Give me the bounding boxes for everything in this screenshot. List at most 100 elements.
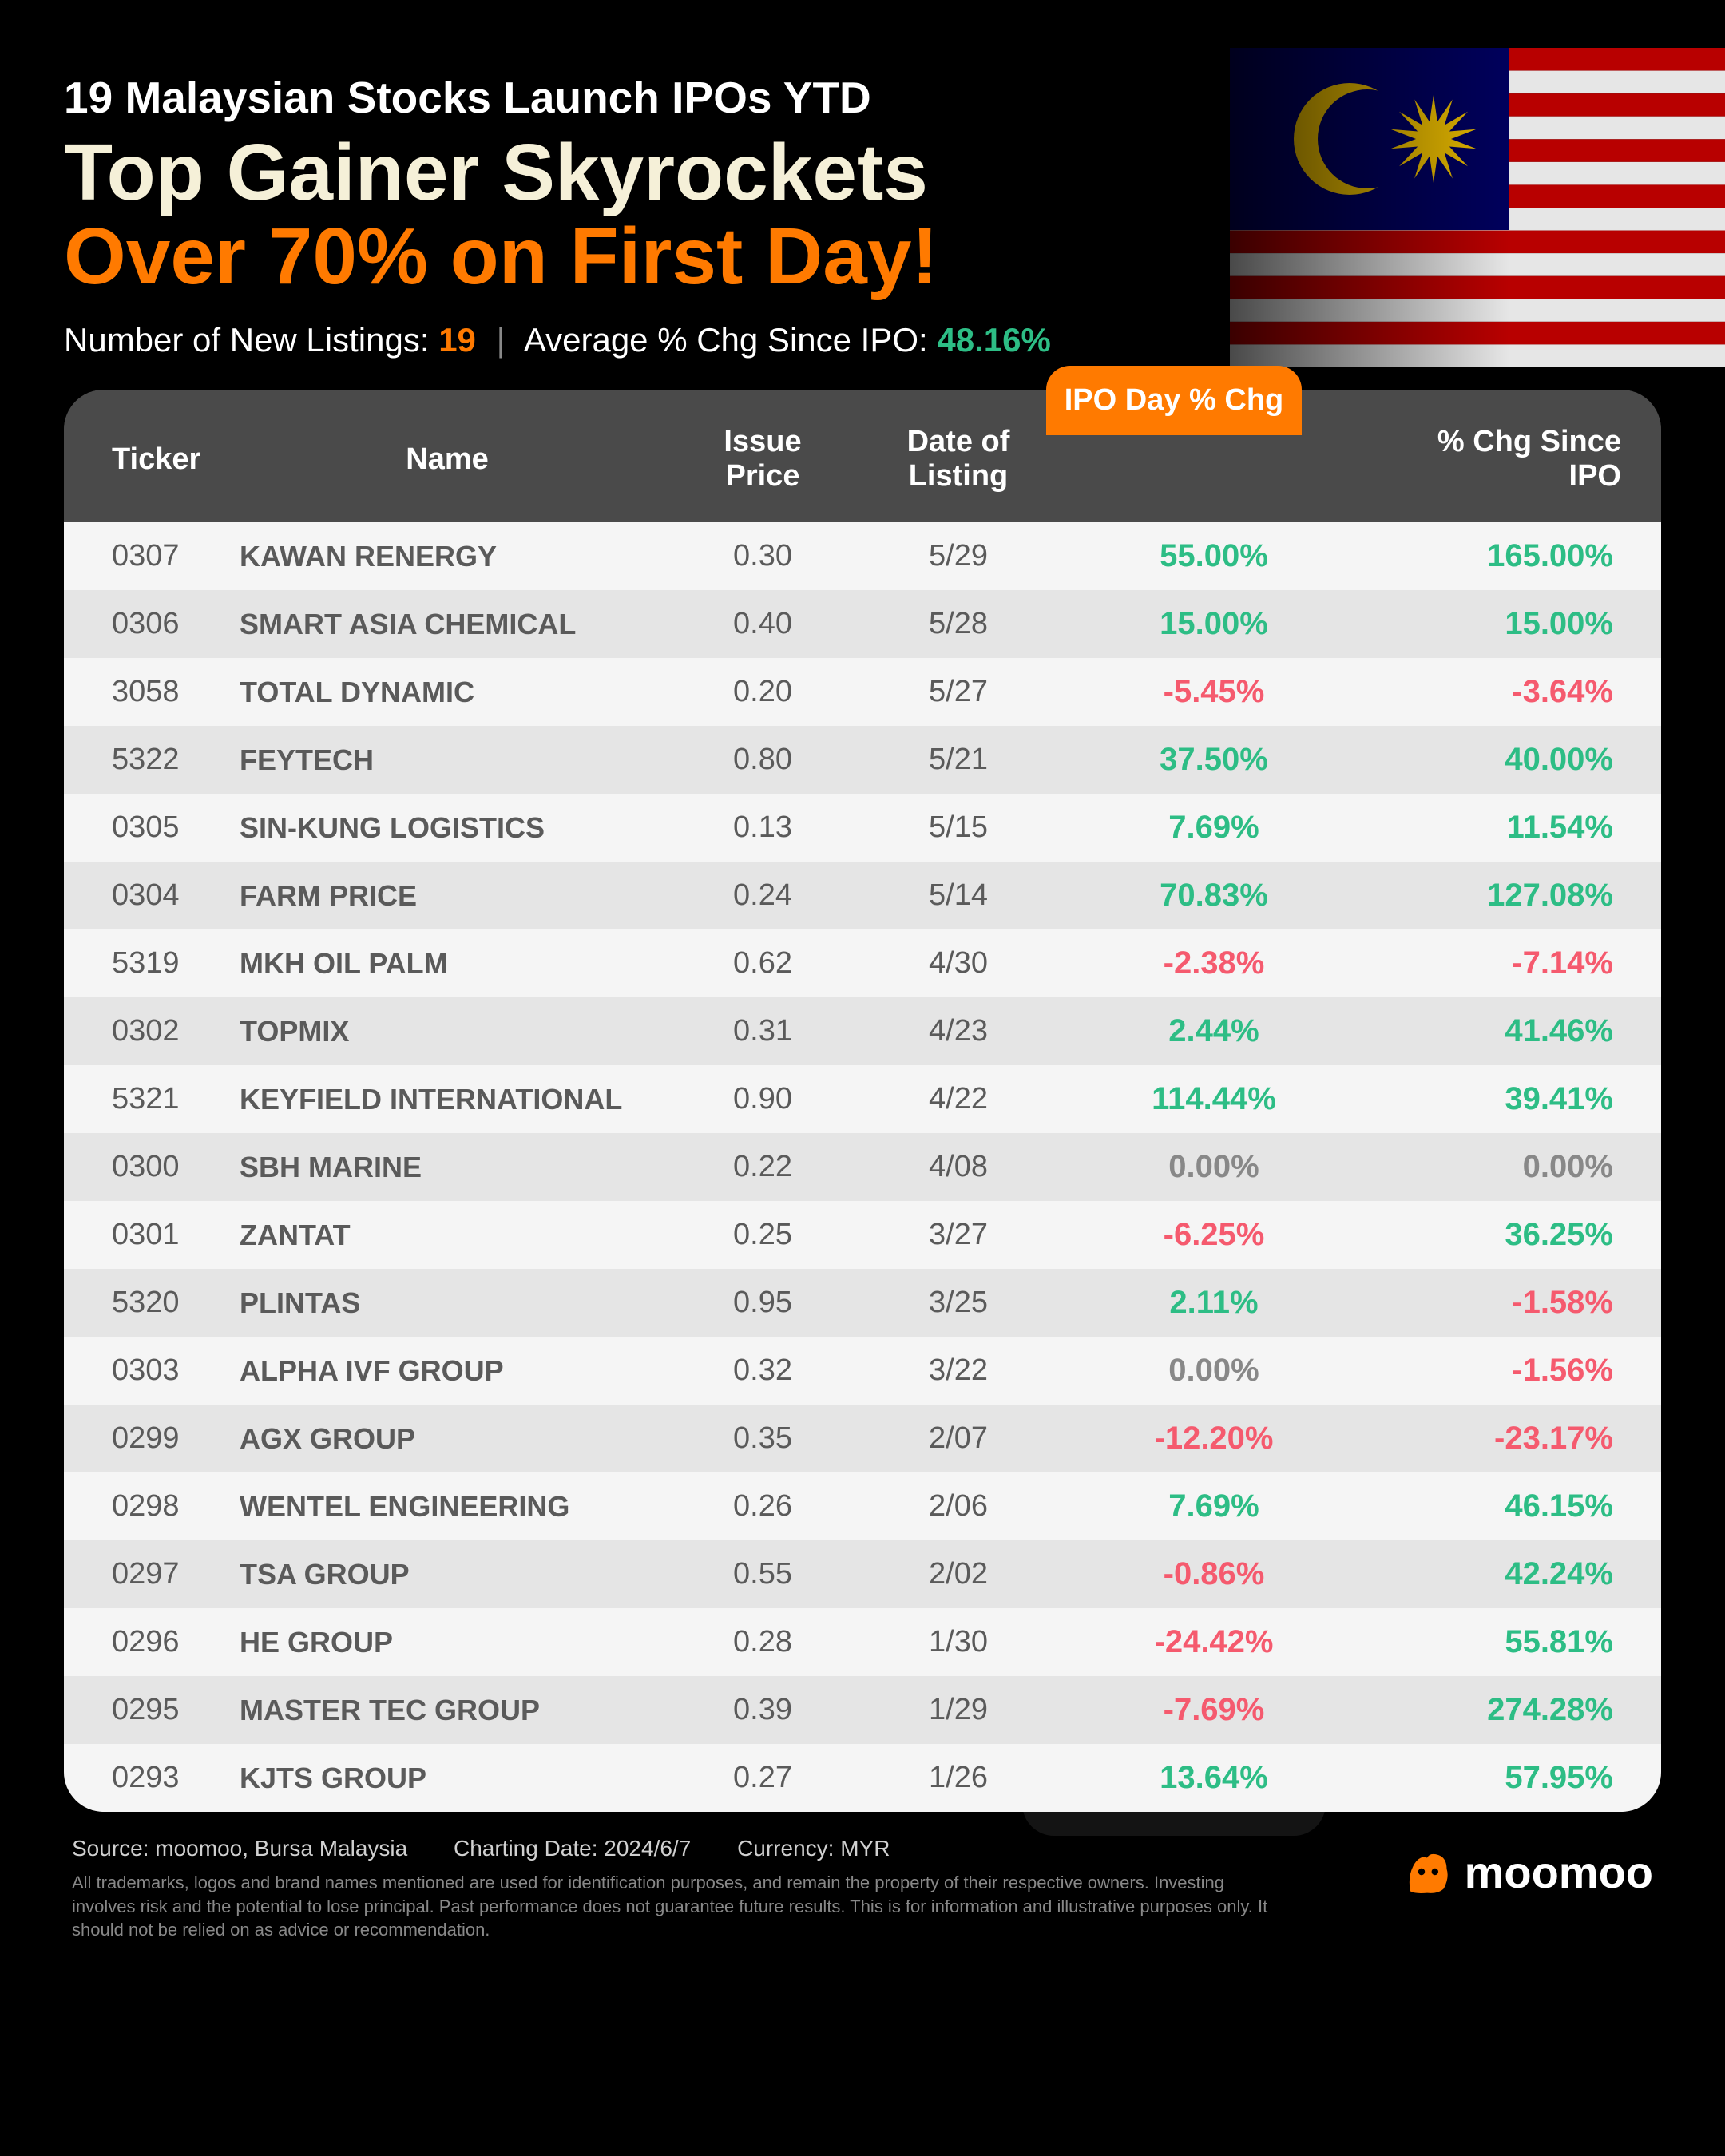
cell-name: TOPMIX <box>224 997 671 1065</box>
stats-label-listings: Number of New Listings: <box>64 321 430 359</box>
footer: Source: moomoo, Bursa Malaysia Charting … <box>64 1836 1661 1942</box>
cell-date: 1/29 <box>855 1676 1062 1744</box>
col-date: Date of Listing <box>855 390 1062 522</box>
cell-price: 0.90 <box>671 1065 855 1133</box>
cell-date: 2/07 <box>855 1405 1062 1472</box>
cell-ticker: 0305 <box>64 794 224 862</box>
cell-date: 3/27 <box>855 1201 1062 1269</box>
cell-name: KAWAN RENERGY <box>224 522 671 590</box>
cell-ticker: 5319 <box>64 929 224 997</box>
cell-date: 5/15 <box>855 794 1062 862</box>
cell-price: 0.39 <box>671 1676 855 1744</box>
cell-ipo-chg: 7.69% <box>1062 1472 1366 1540</box>
stats-divider: | <box>497 321 506 359</box>
cell-price: 0.40 <box>671 590 855 658</box>
cell-ipo-chg: 13.64% <box>1062 1744 1366 1812</box>
highlight-label: IPO Day % Chg <box>1065 383 1284 417</box>
table-row: 0295MASTER TEC GROUP0.391/29-7.69%274.28… <box>64 1676 1661 1744</box>
cell-ipo-chg: -6.25% <box>1062 1201 1366 1269</box>
table-row: 0293KJTS GROUP0.271/2613.64%57.95% <box>64 1744 1661 1812</box>
stats-value-avg: 48.16% <box>937 321 1050 359</box>
cell-price: 0.35 <box>671 1405 855 1472</box>
cell-date: 4/08 <box>855 1133 1062 1201</box>
cell-date: 5/21 <box>855 726 1062 794</box>
stats-label-avg: Average % Chg Since IPO: <box>524 321 928 359</box>
cell-date: 1/26 <box>855 1744 1062 1812</box>
stats-value-listings: 19 <box>438 321 476 359</box>
cell-ticker: 0302 <box>64 997 224 1065</box>
cell-date: 4/22 <box>855 1065 1062 1133</box>
cell-since-chg: 39.41% <box>1366 1065 1661 1133</box>
cell-ipo-chg: -7.69% <box>1062 1676 1366 1744</box>
cell-since-chg: 57.95% <box>1366 1744 1661 1812</box>
table-row: 0304FARM PRICE0.245/1470.83%127.08% <box>64 862 1661 929</box>
cell-ticker: 5322 <box>64 726 224 794</box>
cell-since-chg: 46.15% <box>1366 1472 1661 1540</box>
cell-name: AGX GROUP <box>224 1405 671 1472</box>
cell-name: MASTER TEC GROUP <box>224 1676 671 1744</box>
cell-price: 0.80 <box>671 726 855 794</box>
cell-ticker: 0298 <box>64 1472 224 1540</box>
cell-ticker: 0301 <box>64 1201 224 1269</box>
cell-name: HE GROUP <box>224 1608 671 1676</box>
cell-date: 3/25 <box>855 1269 1062 1337</box>
cell-ticker: 0306 <box>64 590 224 658</box>
table-row: 0306SMART ASIA CHEMICAL0.405/2815.00%15.… <box>64 590 1661 658</box>
cell-ticker: 0299 <box>64 1405 224 1472</box>
cell-since-chg: 36.25% <box>1366 1201 1661 1269</box>
cell-name: ZANTAT <box>224 1201 671 1269</box>
cell-date: 3/22 <box>855 1337 1062 1405</box>
cell-ipo-chg: 7.69% <box>1062 794 1366 862</box>
cell-date: 2/06 <box>855 1472 1062 1540</box>
cell-ipo-chg: 37.50% <box>1062 726 1366 794</box>
cell-name: FEYTECH <box>224 726 671 794</box>
cell-ipo-chg: 2.44% <box>1062 997 1366 1065</box>
cell-since-chg: 42.24% <box>1366 1540 1661 1608</box>
cell-date: 2/02 <box>855 1540 1062 1608</box>
cell-price: 0.28 <box>671 1608 855 1676</box>
stats-row: Number of New Listings: 19 | Average % C… <box>64 321 1661 359</box>
cell-since-chg: 41.46% <box>1366 997 1661 1065</box>
cell-ticker: 5320 <box>64 1269 224 1337</box>
cell-since-chg: 40.00% <box>1366 726 1661 794</box>
table-row: 0296HE GROUP0.281/30-24.42%55.81% <box>64 1608 1661 1676</box>
table-row: 5319MKH OIL PALM0.624/30-2.38%-7.14% <box>64 929 1661 997</box>
table-header-row: Ticker Name Issue Price Date of Listing … <box>64 390 1661 522</box>
cell-price: 0.31 <box>671 997 855 1065</box>
cell-price: 0.30 <box>671 522 855 590</box>
cell-ipo-chg: 2.11% <box>1062 1269 1366 1337</box>
cell-date: 5/27 <box>855 658 1062 726</box>
cell-ticker: 0293 <box>64 1744 224 1812</box>
cell-date: 4/23 <box>855 997 1062 1065</box>
disclaimer-text: All trademarks, logos and brand names me… <box>72 1871 1270 1942</box>
table-row: 0300SBH MARINE0.224/080.00%0.00% <box>64 1133 1661 1201</box>
cell-name: KJTS GROUP <box>224 1744 671 1812</box>
table-container: IPO Day % Chg Ticker Name Issue Price Da… <box>64 390 1661 1812</box>
cell-name: PLINTAS <box>224 1269 671 1337</box>
cell-ticker: 5321 <box>64 1065 224 1133</box>
cell-since-chg: -7.14% <box>1366 929 1661 997</box>
cell-ipo-chg: 15.00% <box>1062 590 1366 658</box>
col-name: Name <box>224 390 671 522</box>
cell-ticker: 0297 <box>64 1540 224 1608</box>
cell-name: TOTAL DYNAMIC <box>224 658 671 726</box>
cell-ipo-chg: -0.86% <box>1062 1540 1366 1608</box>
highlight-column-header: IPO Day % Chg <box>1046 366 1302 435</box>
cell-price: 0.32 <box>671 1337 855 1405</box>
cell-ticker: 0304 <box>64 862 224 929</box>
cell-price: 0.22 <box>671 1133 855 1201</box>
table-row: 3058TOTAL DYNAMIC0.205/27-5.45%-3.64% <box>64 658 1661 726</box>
cell-since-chg: -1.58% <box>1366 1269 1661 1337</box>
cell-name: ALPHA IVF GROUP <box>224 1337 671 1405</box>
chart-date-text: Charting Date: 2024/6/7 <box>454 1836 691 1861</box>
cell-ipo-chg: 0.00% <box>1062 1133 1366 1201</box>
cell-since-chg: 165.00% <box>1366 522 1661 590</box>
source-text: Source: moomoo, Bursa Malaysia <box>72 1836 407 1861</box>
cell-date: 5/28 <box>855 590 1062 658</box>
cell-price: 0.20 <box>671 658 855 726</box>
cell-ticker: 0296 <box>64 1608 224 1676</box>
table-row: 0299AGX GROUP0.352/07-12.20%-23.17% <box>64 1405 1661 1472</box>
cell-date: 1/30 <box>855 1608 1062 1676</box>
cell-ipo-chg: -12.20% <box>1062 1405 1366 1472</box>
cell-name: FARM PRICE <box>224 862 671 929</box>
